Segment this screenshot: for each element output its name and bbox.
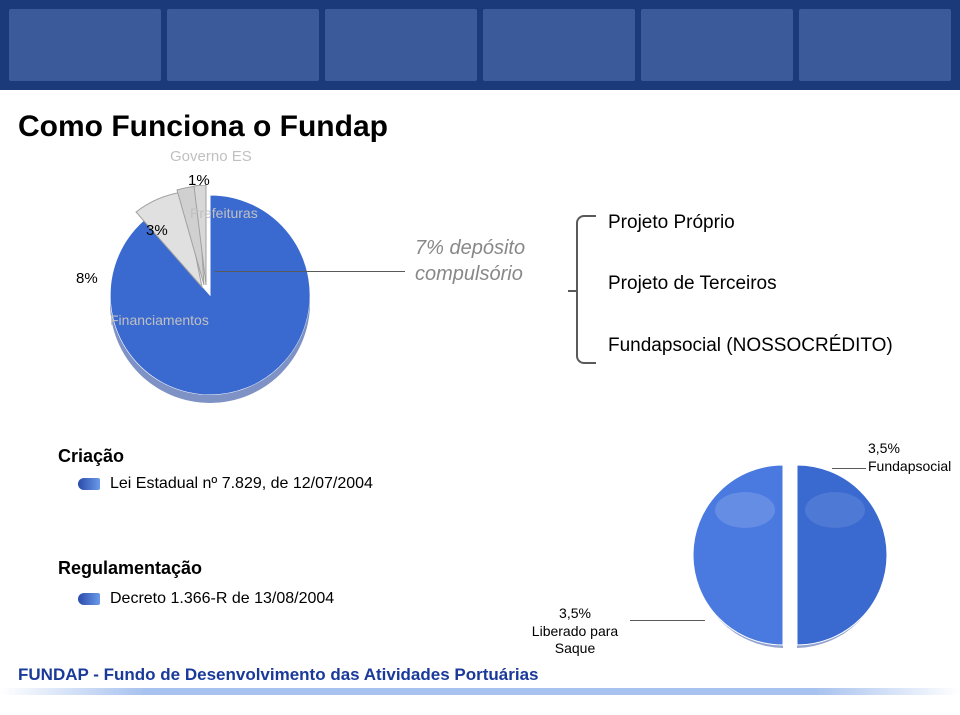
- bullet-regulamentacao-text: Decreto 1.366-R de 13/08/2004: [110, 590, 334, 608]
- pie2-left-l1: 3,5%: [559, 605, 591, 621]
- deposit-line2: compulsório: [415, 263, 523, 285]
- pie2-right-l1: 3,5%: [868, 440, 900, 456]
- top-banner: [0, 0, 960, 90]
- footer-stripe: [0, 688, 960, 695]
- banner-image-2: [167, 9, 319, 81]
- section-head-regulamentacao: Regulamentação: [58, 558, 202, 579]
- connector-line-deposit: [215, 271, 405, 272]
- deposit-line1: 7% depósito: [415, 237, 525, 259]
- pie2-label-right: 3,5% Fundapsocial: [868, 440, 951, 475]
- bullet-icon: [78, 478, 100, 490]
- banner-image-6: [799, 9, 951, 81]
- option-fundapsocial: Fundapsocial (NOSSOCRÉDITO): [608, 335, 893, 357]
- pie2-label-left: 3,5% Liberado para Saque: [515, 605, 635, 658]
- banner-image-4: [483, 9, 635, 81]
- option-projeto-proprio: Projeto Próprio: [608, 212, 735, 234]
- bullet-icon: [78, 593, 100, 605]
- footer-text: FUNDAP - Fundo de Desenvolvimento das At…: [18, 665, 539, 685]
- pie1-label-3pct: 3%: [146, 222, 168, 239]
- banner-image-1: [9, 9, 161, 81]
- option-projeto-terceiros: Projeto de Terceiros: [608, 273, 777, 295]
- page-title: Como Funciona o Fundap: [18, 110, 388, 144]
- bullet-criacao-text: Lei Estadual nº 7.829, de 12/07/2004: [110, 475, 373, 493]
- pie1-label-8pct: 8%: [76, 270, 98, 287]
- bullet-regulamentacao: Decreto 1.366-R de 13/08/2004: [78, 590, 334, 608]
- pie2-right-l2: Fundapsocial: [868, 458, 951, 474]
- pie1-label-1pct: 1%: [188, 172, 210, 189]
- bullet-criacao: Lei Estadual nº 7.829, de 12/07/2004: [78, 475, 373, 493]
- options-bracket: [576, 215, 596, 364]
- deposit-text: 7% depósito compulsório: [415, 235, 525, 287]
- banner-image-5: [641, 9, 793, 81]
- pie2-left-l3: Saque: [555, 640, 595, 656]
- pie2-connector-right: [832, 468, 866, 469]
- subtitle-governo: Governo ES: [170, 148, 252, 165]
- pie1-label-prefeituras: Prefeituras: [190, 205, 258, 221]
- banner-image-3: [325, 9, 477, 81]
- pie1-label-financiamentos: Financiamentos: [110, 312, 209, 328]
- pie2-connector-left: [630, 620, 705, 621]
- pie2-left-l2: Liberado para: [532, 623, 618, 639]
- section-head-criacao: Criação: [58, 446, 124, 467]
